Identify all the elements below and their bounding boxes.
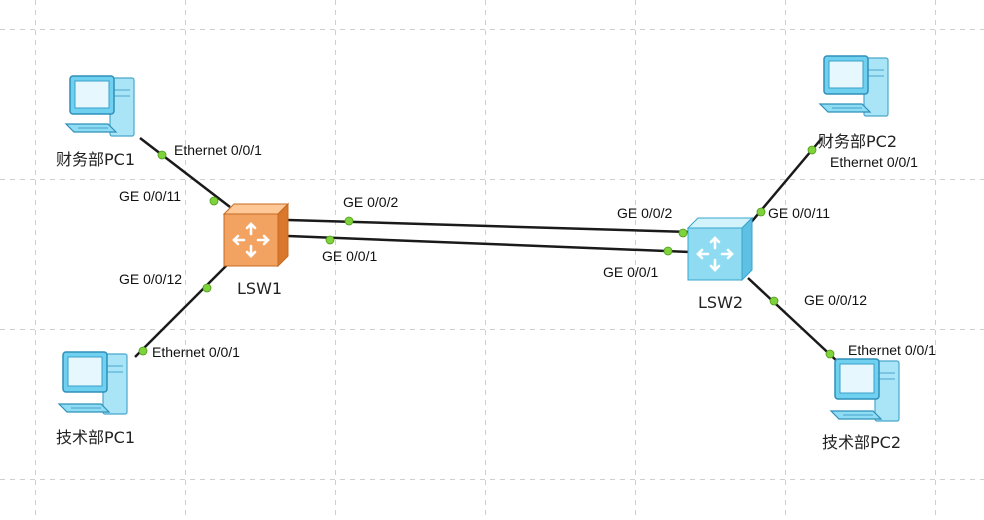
link-lsw2-tech2[interactable]	[747, 277, 839, 363]
port-label-tech2-eth: Ethernet 0/0/1	[848, 342, 936, 358]
port-dot-lsw2-ge1[interactable]	[663, 246, 673, 256]
link-tech1-lsw1[interactable]	[134, 261, 231, 358]
switch-icon	[686, 216, 754, 282]
link-lsw1-lsw2-ge1[interactable]	[287, 234, 691, 254]
switch-lsw2[interactable]	[684, 216, 756, 282]
port-dot-lsw2-ge2[interactable]	[678, 228, 688, 238]
computer-icon	[64, 75, 135, 137]
computer-icon	[818, 55, 889, 117]
label-pc-tech-1: 技术部PC1	[56, 428, 136, 447]
port-dot-fin1-eth[interactable]	[157, 150, 167, 160]
port-dot-lsw1-ge1[interactable]	[325, 235, 335, 245]
pc-tech-1[interactable]	[57, 348, 137, 424]
link-fin1-lsw1[interactable]	[139, 137, 231, 208]
port-dot-lsw2-ge11[interactable]	[756, 207, 766, 217]
label-pc-finance-2: 财务部PC2	[818, 132, 898, 151]
port-dot-lsw1-ge2[interactable]	[344, 216, 354, 226]
port-dot-lsw2-ge12[interactable]	[769, 296, 779, 306]
label-lsw1: LSW1	[237, 279, 283, 298]
port-dot-tech2-eth[interactable]	[825, 349, 835, 359]
pc-finance-2[interactable]	[818, 52, 898, 124]
pc-tech-2[interactable]	[829, 355, 909, 431]
computer-icon	[829, 358, 900, 422]
pc-finance-1[interactable]	[64, 72, 144, 144]
port-dot-fin2-eth[interactable]	[807, 145, 817, 155]
switch-lsw1[interactable]	[220, 202, 292, 268]
port-dot-lsw1-ge12[interactable]	[202, 283, 212, 293]
port-label-fin1-eth: Ethernet 0/0/1	[174, 142, 262, 158]
port-label-lsw1-ge12: GE 0/0/12	[119, 271, 183, 287]
port-label-lsw2-ge2: GE 0/0/2	[617, 205, 673, 221]
label-pc-tech-2: 技术部PC2	[822, 433, 902, 452]
port-dot-lsw1-ge11[interactable]	[209, 196, 219, 206]
port-label-lsw2-ge12: GE 0/0/12	[804, 292, 868, 308]
computer-icon	[57, 351, 128, 415]
port-label-lsw1-ge2: GE 0/0/2	[343, 194, 399, 210]
port-label-lsw1-ge11: GE 0/0/11	[119, 188, 182, 204]
port-label-lsw1-ge1: GE 0/0/1	[322, 248, 378, 264]
label-lsw2: LSW2	[698, 293, 744, 312]
switch-icon	[222, 202, 290, 268]
link-lsw1-lsw2-ge2[interactable]	[287, 218, 691, 234]
label-pc-finance-1: 财务部PC1	[56, 150, 136, 169]
port-label-tech1-eth: Ethernet 0/0/1	[152, 344, 240, 360]
port-label-lsw2-ge1: GE 0/0/1	[603, 264, 659, 280]
port-label-lsw2-ge11: GE 0/0/11	[768, 205, 831, 221]
port-dot-tech1-eth[interactable]	[138, 346, 148, 356]
port-label-fin2-eth: Ethernet 0/0/1	[830, 154, 918, 170]
